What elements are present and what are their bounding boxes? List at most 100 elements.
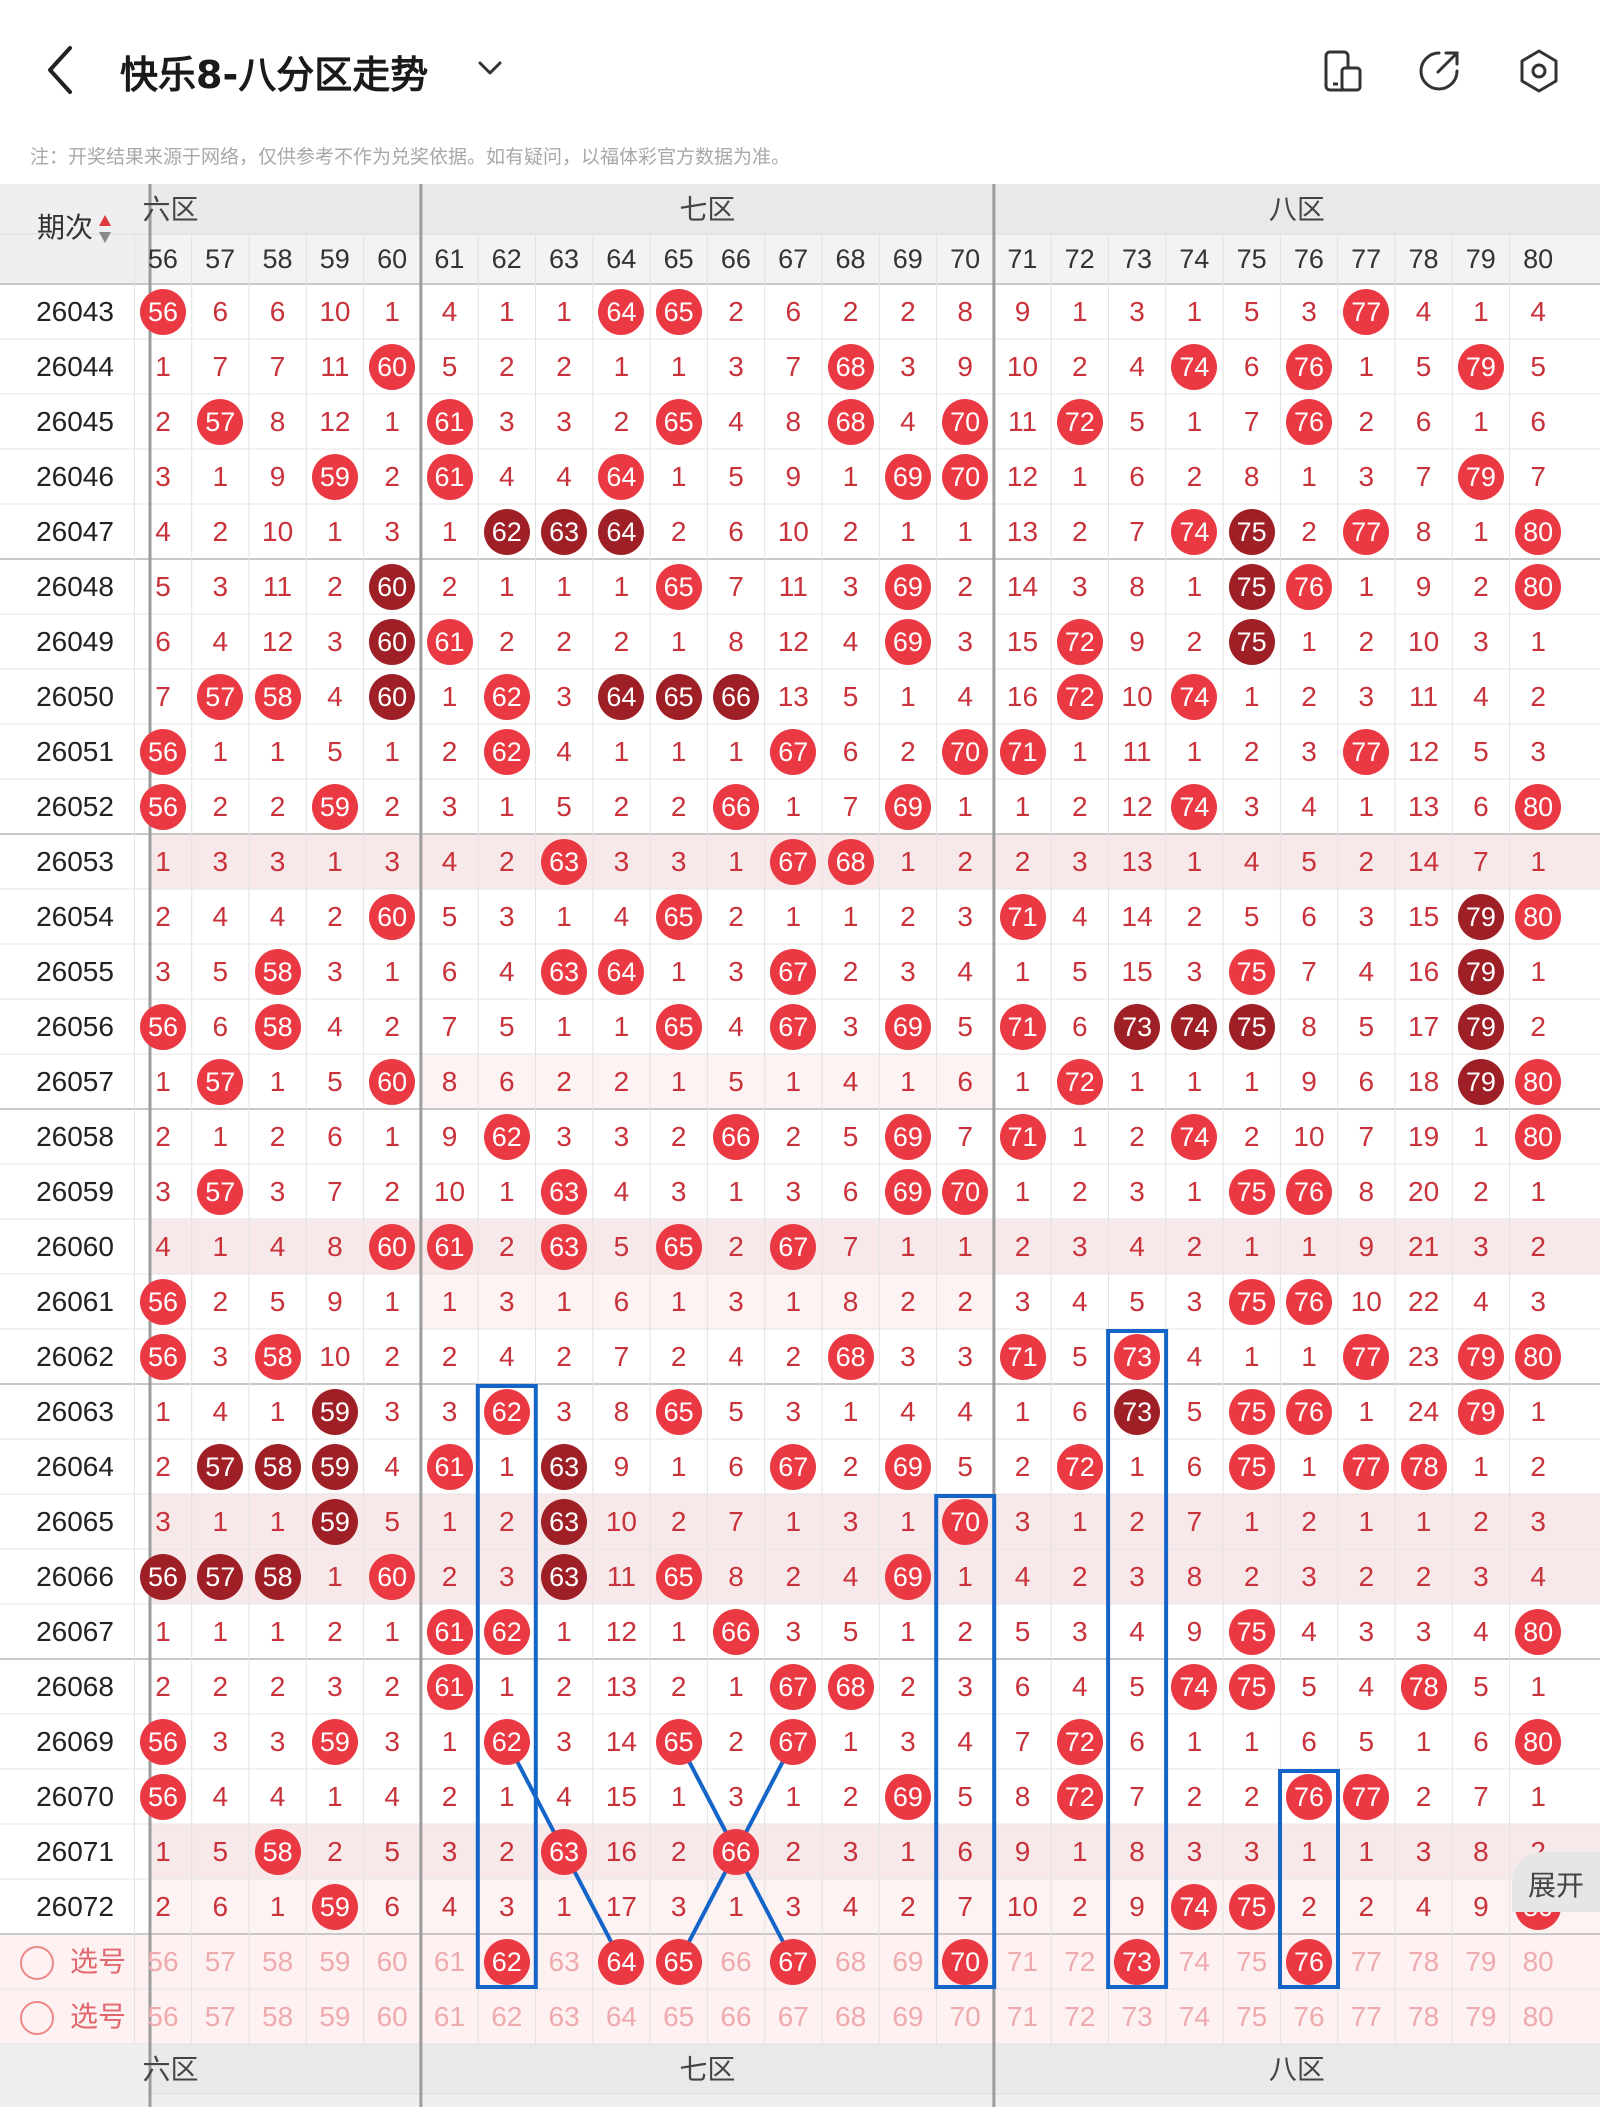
selected-number-ball[interactable]: 67 [770, 1938, 817, 1985]
share-icon[interactable] [1414, 46, 1464, 96]
selectable-number[interactable]: 62 [491, 2001, 523, 2032]
selectable-number[interactable]: 73 [1121, 2001, 1153, 2032]
selected-number-ball[interactable]: 73 [1114, 1938, 1161, 1985]
selectable-number[interactable]: 58 [262, 1946, 294, 1977]
selected-number-ball[interactable]: 62 [483, 1938, 530, 1985]
selectable-number[interactable]: 69 [892, 1946, 924, 1977]
selectable-number[interactable]: 64 [605, 2001, 637, 2032]
issue-column-header[interactable]: 期次 [0, 206, 150, 246]
selectable-number[interactable]: 71 [1006, 2001, 1039, 2032]
selectable-number[interactable]: 57 [204, 2001, 236, 2032]
drawn-number-ball: 61 [426, 618, 473, 665]
selectable-number[interactable]: 66 [720, 2001, 752, 2032]
selectable-number[interactable]: 67 [777, 2001, 809, 2032]
radio-icon[interactable] [20, 2001, 54, 2035]
selectable-number[interactable]: 74 [1178, 2001, 1210, 2032]
selectable-number[interactable]: 63 [548, 1946, 580, 1977]
drawn-number-ball: 73 [1114, 1388, 1161, 1435]
selectable-number[interactable]: 63 [548, 2001, 580, 2032]
selectable-number[interactable]: 75 [1236, 1946, 1268, 1977]
drawn-number-ball: 56 [140, 288, 186, 335]
selectable-number[interactable]: 61 [433, 1946, 466, 1977]
settings-icon[interactable] [1514, 46, 1564, 96]
selectable-number[interactable]: 77 [1350, 1946, 1382, 1977]
selectable-number[interactable]: 71 [1006, 1946, 1039, 1977]
selectable-number[interactable]: 59 [319, 2001, 351, 2032]
drawn-number-ball: 58 [254, 1553, 301, 1600]
drawn-number-ball: 69 [884, 1553, 931, 1600]
miss-count: 2 [670, 791, 687, 822]
selectable-number[interactable]: 58 [262, 2001, 294, 2032]
miss-count: 4 [1129, 1231, 1145, 1262]
miss-count: 2 [1358, 1891, 1375, 1922]
page-title[interactable]: 快乐8-八分区走势 [120, 53, 429, 97]
selectable-number[interactable]: 80 [1522, 2001, 1554, 2032]
miss-count: 1 [441, 1506, 458, 1537]
selectable-number[interactable]: 65 [663, 2001, 695, 2032]
miss-count: 3 [1358, 461, 1375, 492]
miss-count: 2 [900, 1891, 916, 1922]
selectable-number[interactable]: 68 [835, 2001, 867, 2032]
selected-number-ball[interactable]: 76 [1286, 1938, 1332, 1985]
miss-count: 3 [1301, 296, 1317, 327]
selected-number-ball[interactable]: 70 [942, 1938, 989, 1985]
selectable-number[interactable]: 77 [1350, 2001, 1382, 2032]
miss-count: 1 [900, 681, 916, 712]
select-row-control[interactable]: 选号 [0, 1989, 150, 2044]
selected-number-ball[interactable]: 64 [598, 1938, 645, 1985]
selectable-number[interactable]: 60 [376, 2001, 408, 2032]
selectable-number[interactable]: 69 [892, 2001, 924, 2032]
selectable-number[interactable]: 78 [1408, 1946, 1440, 1977]
chevron-down-icon[interactable] [472, 50, 508, 86]
miss-count: 6 [1072, 1396, 1088, 1427]
selectable-number[interactable]: 72 [1064, 2001, 1096, 2032]
miss-count: 3 [613, 846, 630, 877]
miss-count: 1 [269, 736, 286, 767]
back-arrow-icon[interactable] [40, 40, 80, 100]
expand-button[interactable]: 展开 [1512, 1852, 1600, 1912]
selectable-number[interactable]: 68 [835, 1946, 867, 1977]
selectable-number[interactable]: 74 [1178, 1946, 1210, 1977]
selectable-number[interactable]: 61 [433, 2001, 466, 2032]
selectable-number[interactable]: 56 [147, 1946, 179, 1977]
sort-icon[interactable] [97, 213, 113, 245]
selectable-number[interactable]: 79 [1465, 1946, 1497, 1977]
miss-count: 3 [842, 1506, 859, 1537]
column-number: 63 [548, 244, 580, 274]
radio-icon[interactable] [20, 1946, 54, 1980]
miss-count: 9 [269, 461, 286, 492]
miss-count: 6 [269, 296, 286, 327]
miss-count: 3 [670, 1891, 687, 1922]
selectable-number[interactable]: 80 [1522, 1946, 1554, 1977]
device-icon[interactable] [1318, 46, 1368, 96]
selectable-number[interactable]: 72 [1064, 1946, 1096, 1977]
selectable-number[interactable]: 59 [319, 1946, 351, 1977]
miss-count: 1 [1358, 1506, 1375, 1537]
miss-count: 3 [556, 681, 572, 712]
select-row-control[interactable]: 选号 [0, 1934, 150, 1989]
miss-count: 3 [1186, 1286, 1203, 1317]
selectable-number[interactable]: 75 [1236, 2001, 1268, 2032]
column-number: 78 [1408, 244, 1439, 274]
miss-count: 6 [785, 296, 802, 327]
miss-count: 4 [957, 956, 973, 987]
selected-number-ball[interactable]: 65 [655, 1938, 702, 1985]
miss-count: 1 [613, 736, 630, 767]
selectable-number[interactable]: 70 [949, 2001, 981, 2032]
selectable-number[interactable]: 78 [1408, 2001, 1440, 2032]
drawn-number-ball: 79 [1457, 948, 1504, 995]
miss-count: 2 [155, 406, 171, 437]
miss-count: 8 [1473, 1836, 1489, 1867]
selectable-number[interactable]: 79 [1465, 2001, 1497, 2032]
miss-count: 4 [441, 296, 458, 327]
miss-count: 4 [842, 626, 859, 657]
selectable-number[interactable]: 56 [147, 2001, 179, 2032]
issue-number: 26054 [36, 901, 114, 932]
miss-count: 3 [1186, 956, 1203, 987]
selectable-number[interactable]: 66 [720, 1946, 752, 1977]
miss-count: 3 [499, 1561, 515, 1592]
selectable-number[interactable]: 76 [1293, 2001, 1325, 2032]
miss-count: 3 [384, 1726, 400, 1757]
selectable-number[interactable]: 57 [204, 1946, 236, 1977]
selectable-number[interactable]: 60 [376, 1946, 408, 1977]
